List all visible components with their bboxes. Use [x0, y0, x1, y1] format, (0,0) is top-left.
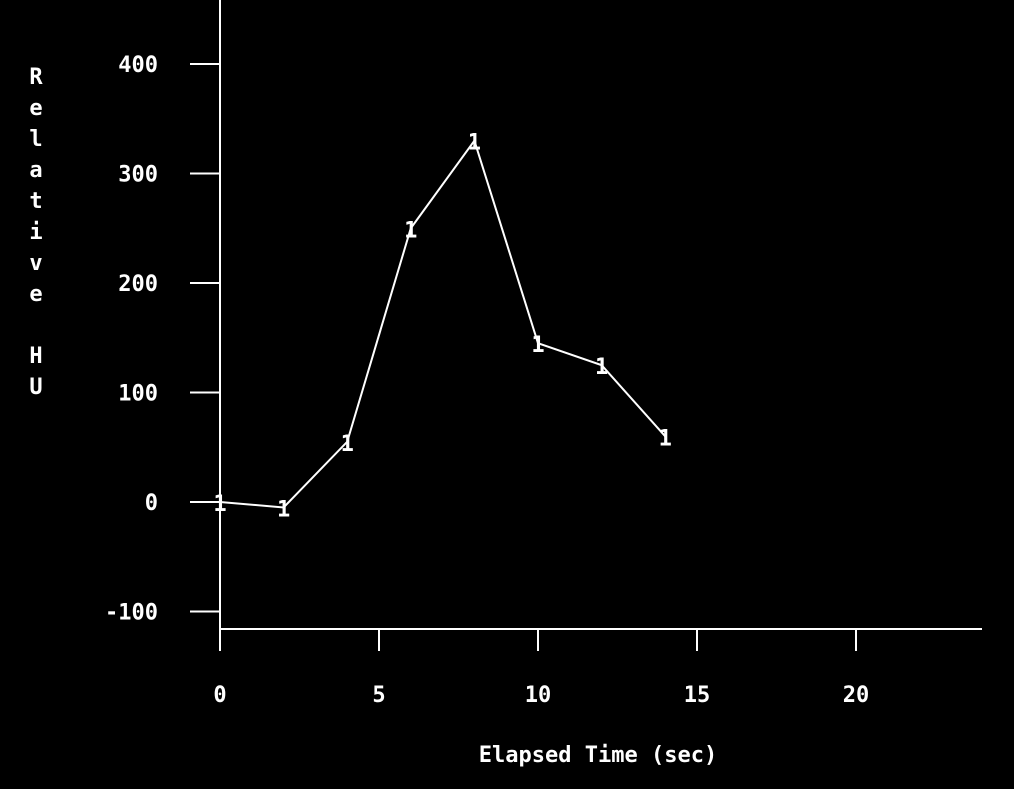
y-tick-label: 0 — [145, 491, 158, 516]
y-axis-title-char: e — [29, 282, 42, 307]
y-tick-label: 100 — [118, 382, 158, 407]
x-tick-label: 15 — [684, 683, 711, 708]
y-axis-title-char: l — [29, 127, 42, 152]
y-ticks: -100 0 100 200 300 400 — [105, 53, 220, 626]
y-axis-title-char: e — [29, 96, 42, 121]
y-tick-label: 400 — [118, 53, 158, 78]
x-tick-label: 10 — [525, 683, 552, 708]
x-tick-label: 20 — [843, 683, 870, 708]
data-point-marker: 1 — [468, 131, 481, 156]
axes — [219, 0, 982, 630]
data-point-marker: 1 — [341, 432, 354, 457]
data-point-marker: 1 — [277, 497, 290, 522]
y-axis-title-char: H — [29, 344, 42, 369]
y-axis-title-char: U — [29, 375, 42, 400]
data-point-marker: 1 — [531, 333, 544, 358]
y-axis-title-char: i — [29, 220, 42, 245]
series: 1 1 1 1 1 1 1 1 — [213, 131, 671, 523]
x-ticks: 0 5 10 15 20 — [213, 629, 869, 708]
y-axis-title-char: v — [29, 251, 42, 276]
y-tick-label: 200 — [118, 272, 158, 297]
series-line — [219, 138, 666, 509]
data-point-marker: 1 — [213, 492, 226, 517]
x-axis-title: Elapsed Time (sec) — [479, 743, 717, 768]
data-point-marker: 1 — [404, 218, 417, 243]
y-axis-title-char: a — [29, 158, 42, 183]
y-axis-title-char: t — [29, 189, 42, 214]
y-tick-label: -100 — [105, 601, 158, 626]
x-tick-label: 5 — [372, 683, 385, 708]
y-tick-label: 300 — [118, 163, 158, 188]
data-point-marker: 1 — [659, 426, 672, 451]
x-tick-label: 0 — [213, 683, 226, 708]
y-axis-title-char: R — [29, 65, 43, 90]
data-point-marker: 1 — [595, 355, 608, 380]
